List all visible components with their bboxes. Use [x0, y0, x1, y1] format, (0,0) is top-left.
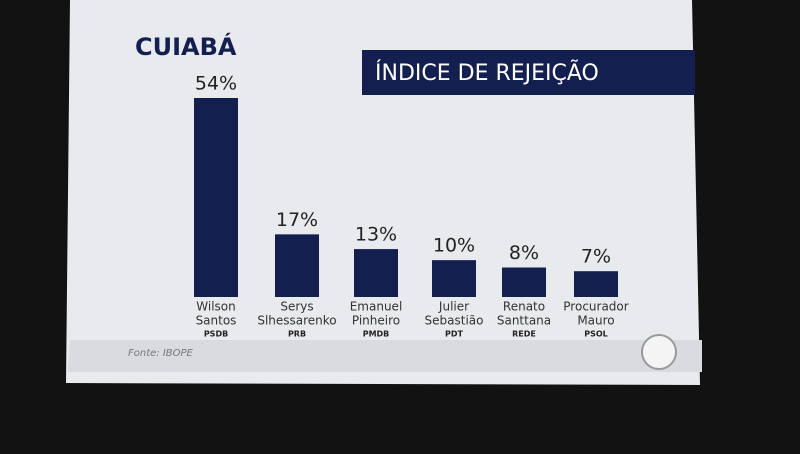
- category-label: Renato: [503, 300, 545, 314]
- chart-subtitle: ÍNDICE DE REJEIÇÃO: [375, 59, 599, 86]
- party-label: PMDB: [363, 330, 390, 339]
- bar: [354, 249, 398, 297]
- subtitle-box: [362, 50, 695, 95]
- value-label: 17%: [276, 209, 318, 231]
- logo: [641, 334, 677, 370]
- party-label: PSOL: [584, 330, 608, 339]
- chart-title: CUIABÁ: [135, 32, 237, 61]
- party-label: PRB: [288, 330, 306, 339]
- bar: [275, 234, 319, 297]
- bar: [502, 267, 546, 297]
- bar: [574, 271, 618, 297]
- category-label: Slhessarenko: [257, 314, 336, 328]
- category-label: Serys: [280, 300, 313, 314]
- category-label: Mauro: [577, 314, 614, 328]
- category-label: Emanuel: [350, 300, 403, 314]
- category-label: Santtana: [497, 314, 551, 328]
- footer-band: [68, 340, 702, 372]
- value-label: 10%: [433, 235, 475, 257]
- category-label: Sebastião: [425, 314, 484, 328]
- category-label: Pinheiro: [352, 314, 400, 328]
- bar: [432, 260, 476, 297]
- value-label: 7%: [581, 246, 611, 268]
- category-label: Wilson: [196, 300, 235, 314]
- source: Fonte: IBOPE: [128, 348, 194, 359]
- bar: [194, 98, 238, 297]
- category-label: Julier: [438, 300, 469, 314]
- party-label: PDT: [445, 330, 464, 339]
- party-label: PSDB: [204, 330, 228, 339]
- party-label: REDE: [512, 330, 536, 339]
- value-label: 54%: [195, 73, 237, 95]
- category-label: Procurador: [563, 300, 628, 314]
- value-label: 8%: [509, 242, 539, 264]
- category-label: Santos: [196, 314, 237, 328]
- value-label: 13%: [355, 224, 397, 246]
